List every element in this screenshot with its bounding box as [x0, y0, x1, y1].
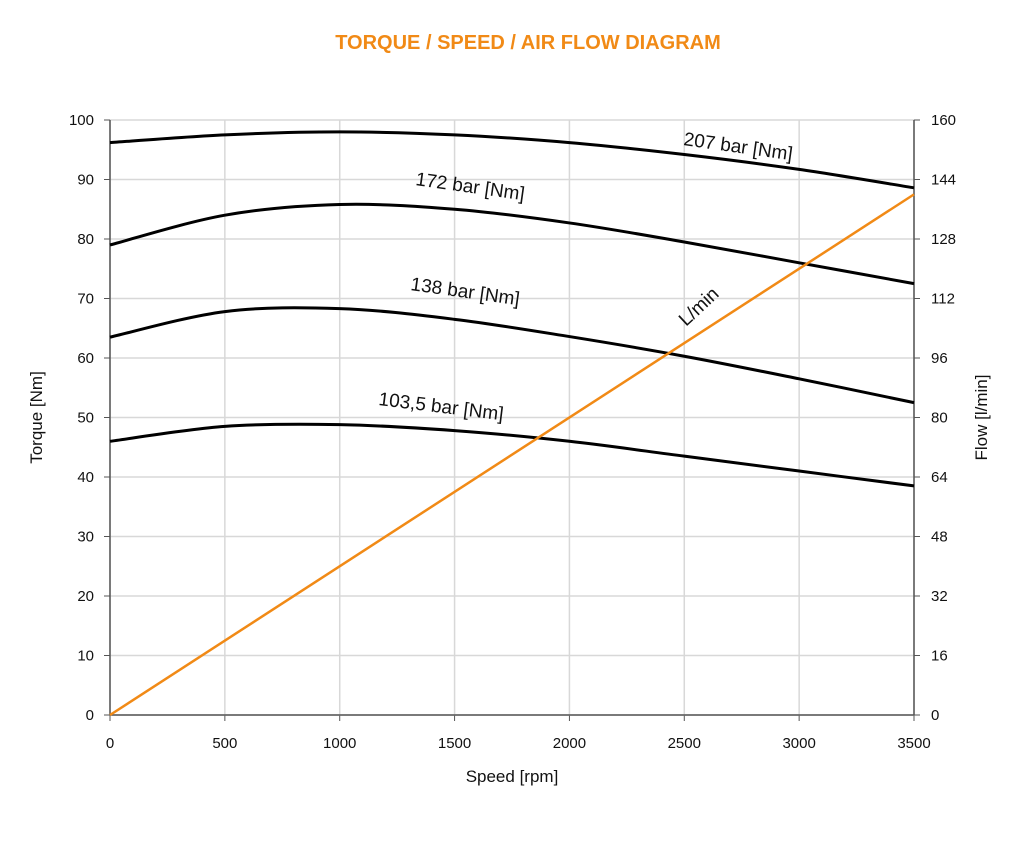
y-tick-label: 20	[77, 588, 94, 605]
y2-tick-label: 160	[931, 112, 956, 129]
x-tick-label: 3500	[897, 735, 930, 752]
x-tick-label: 3000	[782, 735, 815, 752]
y2-tick-label: 80	[931, 410, 948, 427]
y-tick-label: 0	[86, 707, 94, 724]
y2-tick-label: 128	[931, 231, 956, 248]
y-tick-label: 60	[77, 350, 94, 367]
y2-tick-label: 0	[931, 707, 939, 724]
x-tick-label: 1000	[323, 735, 356, 752]
y2-tick-label: 48	[931, 529, 948, 546]
series-label-138-bar-nm: 138 bar [Nm]	[409, 274, 521, 310]
y-tick-label: 100	[69, 112, 94, 129]
y-tick-label: 40	[77, 469, 94, 486]
series-label-103-5-bar-nm: 103,5 bar [Nm]	[377, 389, 504, 425]
y-tick-label: 10	[77, 648, 94, 665]
y-tick-label: 80	[77, 231, 94, 248]
series-label-172-bar-nm: 172 bar [Nm]	[414, 169, 526, 205]
y-tick-label: 90	[77, 172, 94, 189]
series-line-l-min	[109, 193, 915, 717]
y2-tick-label: 64	[931, 469, 948, 486]
y2-tick-label: 32	[931, 588, 948, 605]
y2-tick-label: 112	[931, 291, 955, 308]
x-tick-label: 2500	[668, 735, 701, 752]
y-tick-label: 30	[77, 529, 94, 546]
x-tick-label: 500	[212, 735, 237, 752]
y-tick-label: 70	[77, 291, 94, 308]
x-axis-label: Speed [rpm]	[466, 767, 559, 786]
y2-tick-label: 96	[931, 350, 948, 367]
y2-tick-label: 144	[931, 172, 956, 189]
x-tick-label: 0	[106, 735, 114, 752]
x-tick-label: 2000	[553, 735, 586, 752]
y-tick-label: 50	[77, 410, 94, 427]
y-axis-label: Torque [Nm]	[27, 371, 46, 464]
x-tick-label: 1500	[438, 735, 471, 752]
series-line-172-bar-nm	[109, 202, 915, 286]
y2-tick-label: 16	[931, 648, 948, 665]
y2-axis-label: Flow [l/min]	[972, 375, 991, 461]
chart-title: TORQUE / SPEED / AIR FLOW DIAGRAM	[335, 32, 721, 54]
series-line-103-5-bar-nm	[109, 422, 915, 488]
series-line-207-bar-nm	[109, 130, 915, 190]
series-line-138-bar-nm	[109, 306, 915, 405]
